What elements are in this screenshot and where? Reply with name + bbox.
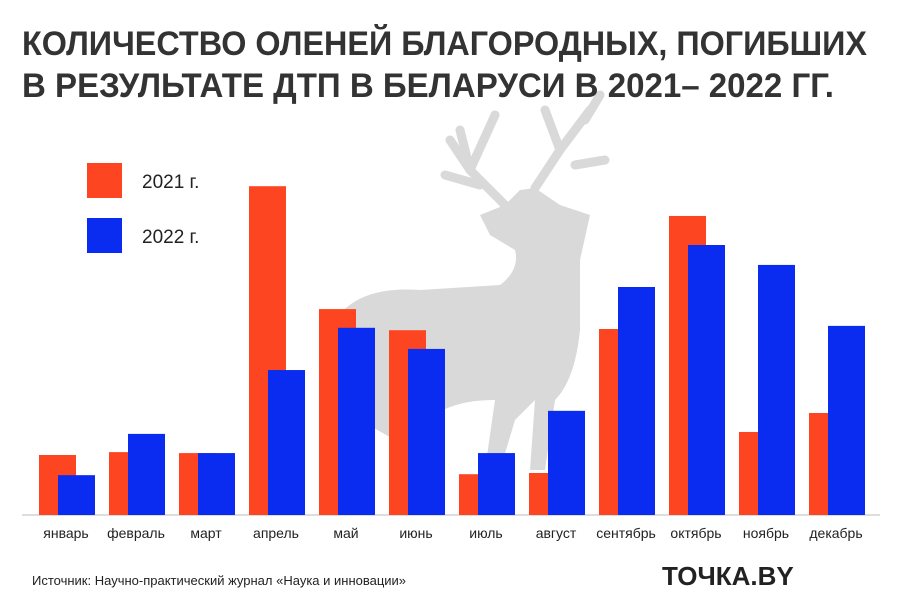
bar — [688, 245, 725, 515]
source: Источник: Научно-практический журнал «На… — [32, 573, 406, 588]
x-tick-label: ноябрь — [743, 525, 789, 541]
x-tick-label: июль — [469, 525, 502, 541]
bar — [548, 410, 585, 515]
bar — [58, 475, 95, 515]
chart-title: КОЛИЧЕСТВО ОЛЕНЕЙ БЛАГОРОДНЫХ, ПОГИБШИХ — [22, 24, 867, 63]
bar — [758, 264, 795, 515]
x-tick-label: апрель — [253, 525, 299, 541]
x-tick-label: октябрь — [670, 525, 721, 541]
bar — [618, 287, 655, 515]
legend-label: 2021 г. — [142, 172, 199, 193]
legend-label: 2022 г. — [142, 227, 199, 248]
legend-swatch — [87, 163, 122, 198]
logo: ТОЧКА.BY — [662, 561, 794, 591]
chart-title: В РЕЗУЛЬТАТЕ ДТП В БЕЛАРУСИ В 2021– 2022… — [22, 67, 834, 105]
bar — [338, 327, 375, 515]
bar — [408, 348, 445, 515]
x-tick-label: январь — [43, 525, 88, 541]
x-tick-label: март — [190, 525, 222, 541]
legend-swatch — [87, 218, 122, 253]
bar — [478, 453, 515, 515]
x-tick-label: сентябрь — [596, 525, 656, 541]
x-tick-label: июнь — [399, 525, 432, 541]
bar — [128, 433, 165, 515]
x-tick-label: декабрь — [809, 525, 862, 541]
x-tick-label: август — [536, 525, 577, 541]
bar — [268, 370, 305, 515]
bar — [198, 453, 235, 515]
x-tick-label: май — [333, 525, 358, 541]
x-tick-label: февраль — [107, 525, 165, 541]
bar — [828, 325, 865, 515]
